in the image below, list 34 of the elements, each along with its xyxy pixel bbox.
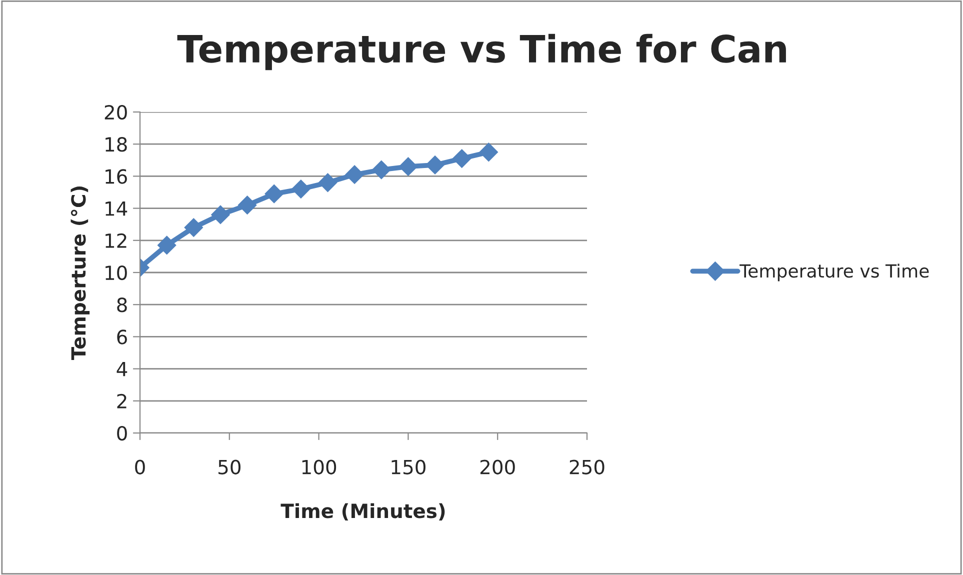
y-axis-title: Temperture (°C) <box>70 186 90 360</box>
x-axis-title: Time (Minutes) <box>280 503 445 521</box>
point <box>398 157 418 176</box>
y-tick-label: 18 <box>106 137 127 152</box>
x-tick-label: 250 <box>570 460 604 474</box>
point <box>372 160 391 180</box>
point <box>452 149 472 168</box>
point <box>264 184 284 204</box>
point <box>318 173 338 192</box>
legend-label: Temperature vs Time <box>740 264 929 282</box>
point <box>426 156 444 174</box>
point <box>157 236 176 255</box>
x-tick-label: 200 <box>480 460 515 474</box>
y-tick-label: 6 <box>117 330 127 344</box>
y-tick-label: 12 <box>106 233 126 248</box>
y-tick-label: 16 <box>106 169 127 184</box>
point <box>211 205 230 224</box>
x-tick-label: 100 <box>302 460 336 474</box>
x-tick-label: 0 <box>135 460 145 474</box>
point <box>238 196 257 214</box>
y-tick-label: 8 <box>117 298 127 312</box>
y-tick-label: 14 <box>106 202 128 216</box>
y-tick-label: 20 <box>104 104 127 120</box>
chart-title: Temperature vs Time for Can <box>177 34 786 70</box>
y-tick-label: 4 <box>116 362 128 376</box>
point <box>345 165 364 184</box>
x-tick-label: 150 <box>392 460 426 474</box>
point <box>292 180 310 198</box>
y-tick-label: 10 <box>106 265 127 280</box>
x-tick-label: 50 <box>218 460 240 474</box>
y-tick-label: 2 <box>117 394 126 408</box>
point <box>184 218 203 237</box>
y-tick-label: 0 <box>117 426 127 441</box>
point <box>479 142 498 162</box>
